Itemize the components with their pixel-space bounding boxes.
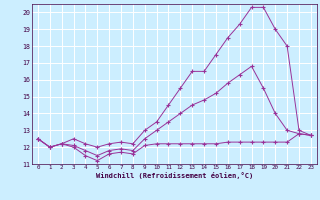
X-axis label: Windchill (Refroidissement éolien,°C): Windchill (Refroidissement éolien,°C) [96, 172, 253, 179]
